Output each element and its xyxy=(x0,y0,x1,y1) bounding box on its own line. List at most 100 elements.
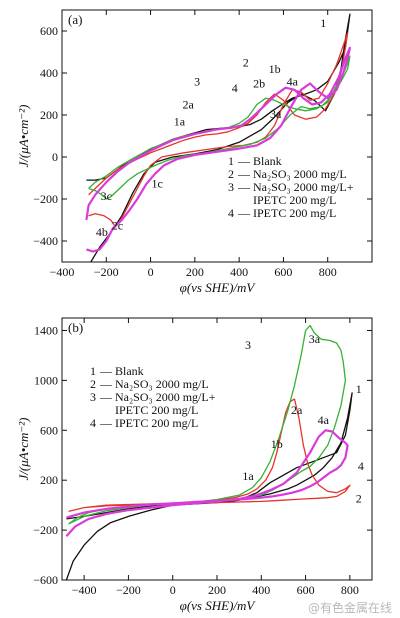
chart-b-legend-entry: 3— Na₂SO₃ 2000 mg/L+ xyxy=(90,390,216,404)
chart-a-series-4-line xyxy=(85,46,351,253)
chart-b-annotation: 3 xyxy=(245,338,251,352)
chart-a-y-tick-label: 200 xyxy=(40,108,58,122)
chart-a-x-tick-label: −200 xyxy=(94,265,119,279)
chart-a-panel-label: (a) xyxy=(68,12,82,27)
chart-b-y-tick-label: −200 xyxy=(33,523,58,537)
chart-b-y-tick-label: 600 xyxy=(40,423,58,437)
chart-a-legend-label: IPETC 200 mg/L xyxy=(253,206,336,220)
chart-panel-b: −400 −200 0 200 400 600 800 −600 −200 200 600 1000 1… xyxy=(16,317,373,613)
chart-b-legend-entry: 4— IPETC 200 mg/L xyxy=(90,416,198,430)
chart-a-y-tick-label: −200 xyxy=(33,192,58,206)
chart-a-annotation: 3a xyxy=(270,107,282,121)
chart-b-legend-dash: — xyxy=(99,416,113,430)
chart-a-legend-entry: 2— Na₂SO₃ 2000 mg/L xyxy=(228,167,347,181)
chart-a-annotation: 2 xyxy=(243,56,249,70)
chart-b-y-tick-label: 200 xyxy=(40,473,58,487)
chart-b-legend-number: 1 xyxy=(90,364,96,378)
chart-b-legend-entry: 1— Blank xyxy=(90,364,144,378)
chart-b-x-tick-label: 600 xyxy=(297,583,315,597)
chart-a-legend-label: Na₂SO₃ 2000 mg/L xyxy=(253,167,347,181)
chart-a-x-tick-label: 400 xyxy=(230,265,248,279)
watermark: @有色金属在线 xyxy=(308,600,392,615)
chart-b-annotation: 1 xyxy=(356,382,362,396)
chart-b-panel-label: (b) xyxy=(68,320,83,335)
chart-a-annotation: 2a xyxy=(183,98,195,112)
chart-b-legend-entry: IPETC 200 mg/L xyxy=(115,403,198,417)
chart-b-x-tick-label: 200 xyxy=(208,583,226,597)
chart-b-y-tick-label: 1000 xyxy=(34,373,58,387)
chart-a-annotation: 1c xyxy=(152,176,163,190)
chart-a-legend-entry: 4— IPETC 200 mg/L xyxy=(228,206,336,220)
chart-a-x-tick-label: 0 xyxy=(148,265,154,279)
chart-b-x-tick-label: −200 xyxy=(116,583,141,597)
chart-a-legend-number: 1 xyxy=(228,154,234,168)
chart-b-legend-entry: 2— Na₂SO₃ 2000 mg/L xyxy=(90,377,209,391)
chart-b-annotation: 1b xyxy=(271,437,283,451)
chart-b-y-tick-label: 1400 xyxy=(34,323,58,337)
chart-a-y-tick-label: −400 xyxy=(33,234,58,248)
chart-b-y-tick-label: −600 xyxy=(33,573,58,587)
chart-a-annotation: 3c xyxy=(101,189,112,203)
chart-a-annotation: 4a xyxy=(287,75,299,89)
chart-b-legend-dash: — xyxy=(99,390,113,404)
chart-a-legend-number: 3 xyxy=(228,180,234,194)
chart-panel-a: −400 −200 0 200 400 600 800 −400 −200 0 200 400 600 φ… xyxy=(16,9,373,295)
chart-b-legend-number: 4 xyxy=(90,416,96,430)
chart-b-series-4-line xyxy=(65,429,349,538)
chart-a-legend-label: Na₂SO₃ 2000 mg/L+ xyxy=(253,180,354,194)
chart-a-y-axis-label: J/(μA•cm⁻²) xyxy=(16,105,31,168)
chart-b-legend-label: Na₂SO₃ 2000 mg/L xyxy=(115,377,209,391)
chart-a-y-tick-label: 600 xyxy=(40,24,58,38)
chart-a-x-tick-label: 200 xyxy=(186,265,204,279)
chart-a-legend-label: Blank xyxy=(253,154,282,168)
chart-b-legend-label: IPETC 200 mg/L xyxy=(115,403,198,417)
chart-a-x-axis-label: φ(vs SHE)/mV xyxy=(180,280,257,295)
chart-b-annotation: 3a xyxy=(309,332,321,346)
chart-a-x-tick-label: 600 xyxy=(274,265,292,279)
chart-b-y-axis-label: J/(μA•cm⁻²) xyxy=(16,418,31,481)
chart-b-x-tick-label: 800 xyxy=(341,583,359,597)
chart-a-x-tick-label: 800 xyxy=(319,265,337,279)
chart-a-legend-label: IPETC 200 mg/L xyxy=(253,193,336,207)
chart-b-annotation: 2a xyxy=(291,403,303,417)
chart-b-legend-label: Na₂SO₃ 2000 mg/L+ xyxy=(115,390,216,404)
chart-a-legend-entry: 3— Na₂SO₃ 2000 mg/L+ xyxy=(228,180,354,194)
chart-a-legend-entry: IPETC 200 mg/L xyxy=(253,193,336,207)
chart-a-annotation: 4b xyxy=(96,225,108,239)
chart-b-annotation: 2 xyxy=(356,492,362,506)
chart-b-annotation: 4a xyxy=(318,413,330,427)
chart-a-legend-dash: — xyxy=(237,167,251,181)
chart-b-x-tick-label: 0 xyxy=(170,583,176,597)
chart-b-legend-label: IPETC 200 mg/L xyxy=(115,416,198,430)
chart-a-legend-dash: — xyxy=(237,206,251,220)
chart-b-annotation: 1a xyxy=(242,469,254,483)
chart-a-x-tick-label: −400 xyxy=(50,265,75,279)
chart-b-legend-number: 3 xyxy=(90,390,96,404)
chart-a-series-1-line xyxy=(86,13,351,262)
chart-b-x-tick-label: −400 xyxy=(72,583,97,597)
chart-a-legend-number: 4 xyxy=(228,206,234,220)
chart-b-legend-number: 2 xyxy=(90,377,96,391)
chart-a-annotation: 1 xyxy=(320,16,326,30)
chart-a-annotation: 1a xyxy=(174,115,186,129)
chart-b-legend-dash: — xyxy=(99,364,113,378)
chart-a-annotation: 3 xyxy=(194,75,200,89)
chart-a-annotation: 2c xyxy=(112,218,123,232)
chart-a-legend-number: 2 xyxy=(228,167,234,181)
chart-b-legend-dash: — xyxy=(99,377,113,391)
chart-a-annotation: 1b xyxy=(269,62,281,76)
chart-b-x-axis-label: φ(vs SHE)/mV xyxy=(180,598,257,613)
chart-a-series-2-line xyxy=(88,32,349,227)
chart-b-x-tick-label: 400 xyxy=(252,583,270,597)
chart-a-legend-dash: — xyxy=(237,154,251,168)
chart-a-annotation: 2b xyxy=(253,77,265,91)
chart-b-legend-label: Blank xyxy=(115,364,144,378)
chart-a-plot-frame xyxy=(61,9,373,263)
chart-a-y-tick-label: 0 xyxy=(52,150,58,164)
chart-a-legend-dash: — xyxy=(237,180,251,194)
chart-a-annotation: 4 xyxy=(232,81,238,95)
chart-a-y-tick-label: 400 xyxy=(40,66,58,80)
chart-a-legend-entry: 1— Blank xyxy=(228,154,282,168)
chart-b-annotation: 4 xyxy=(358,459,364,473)
